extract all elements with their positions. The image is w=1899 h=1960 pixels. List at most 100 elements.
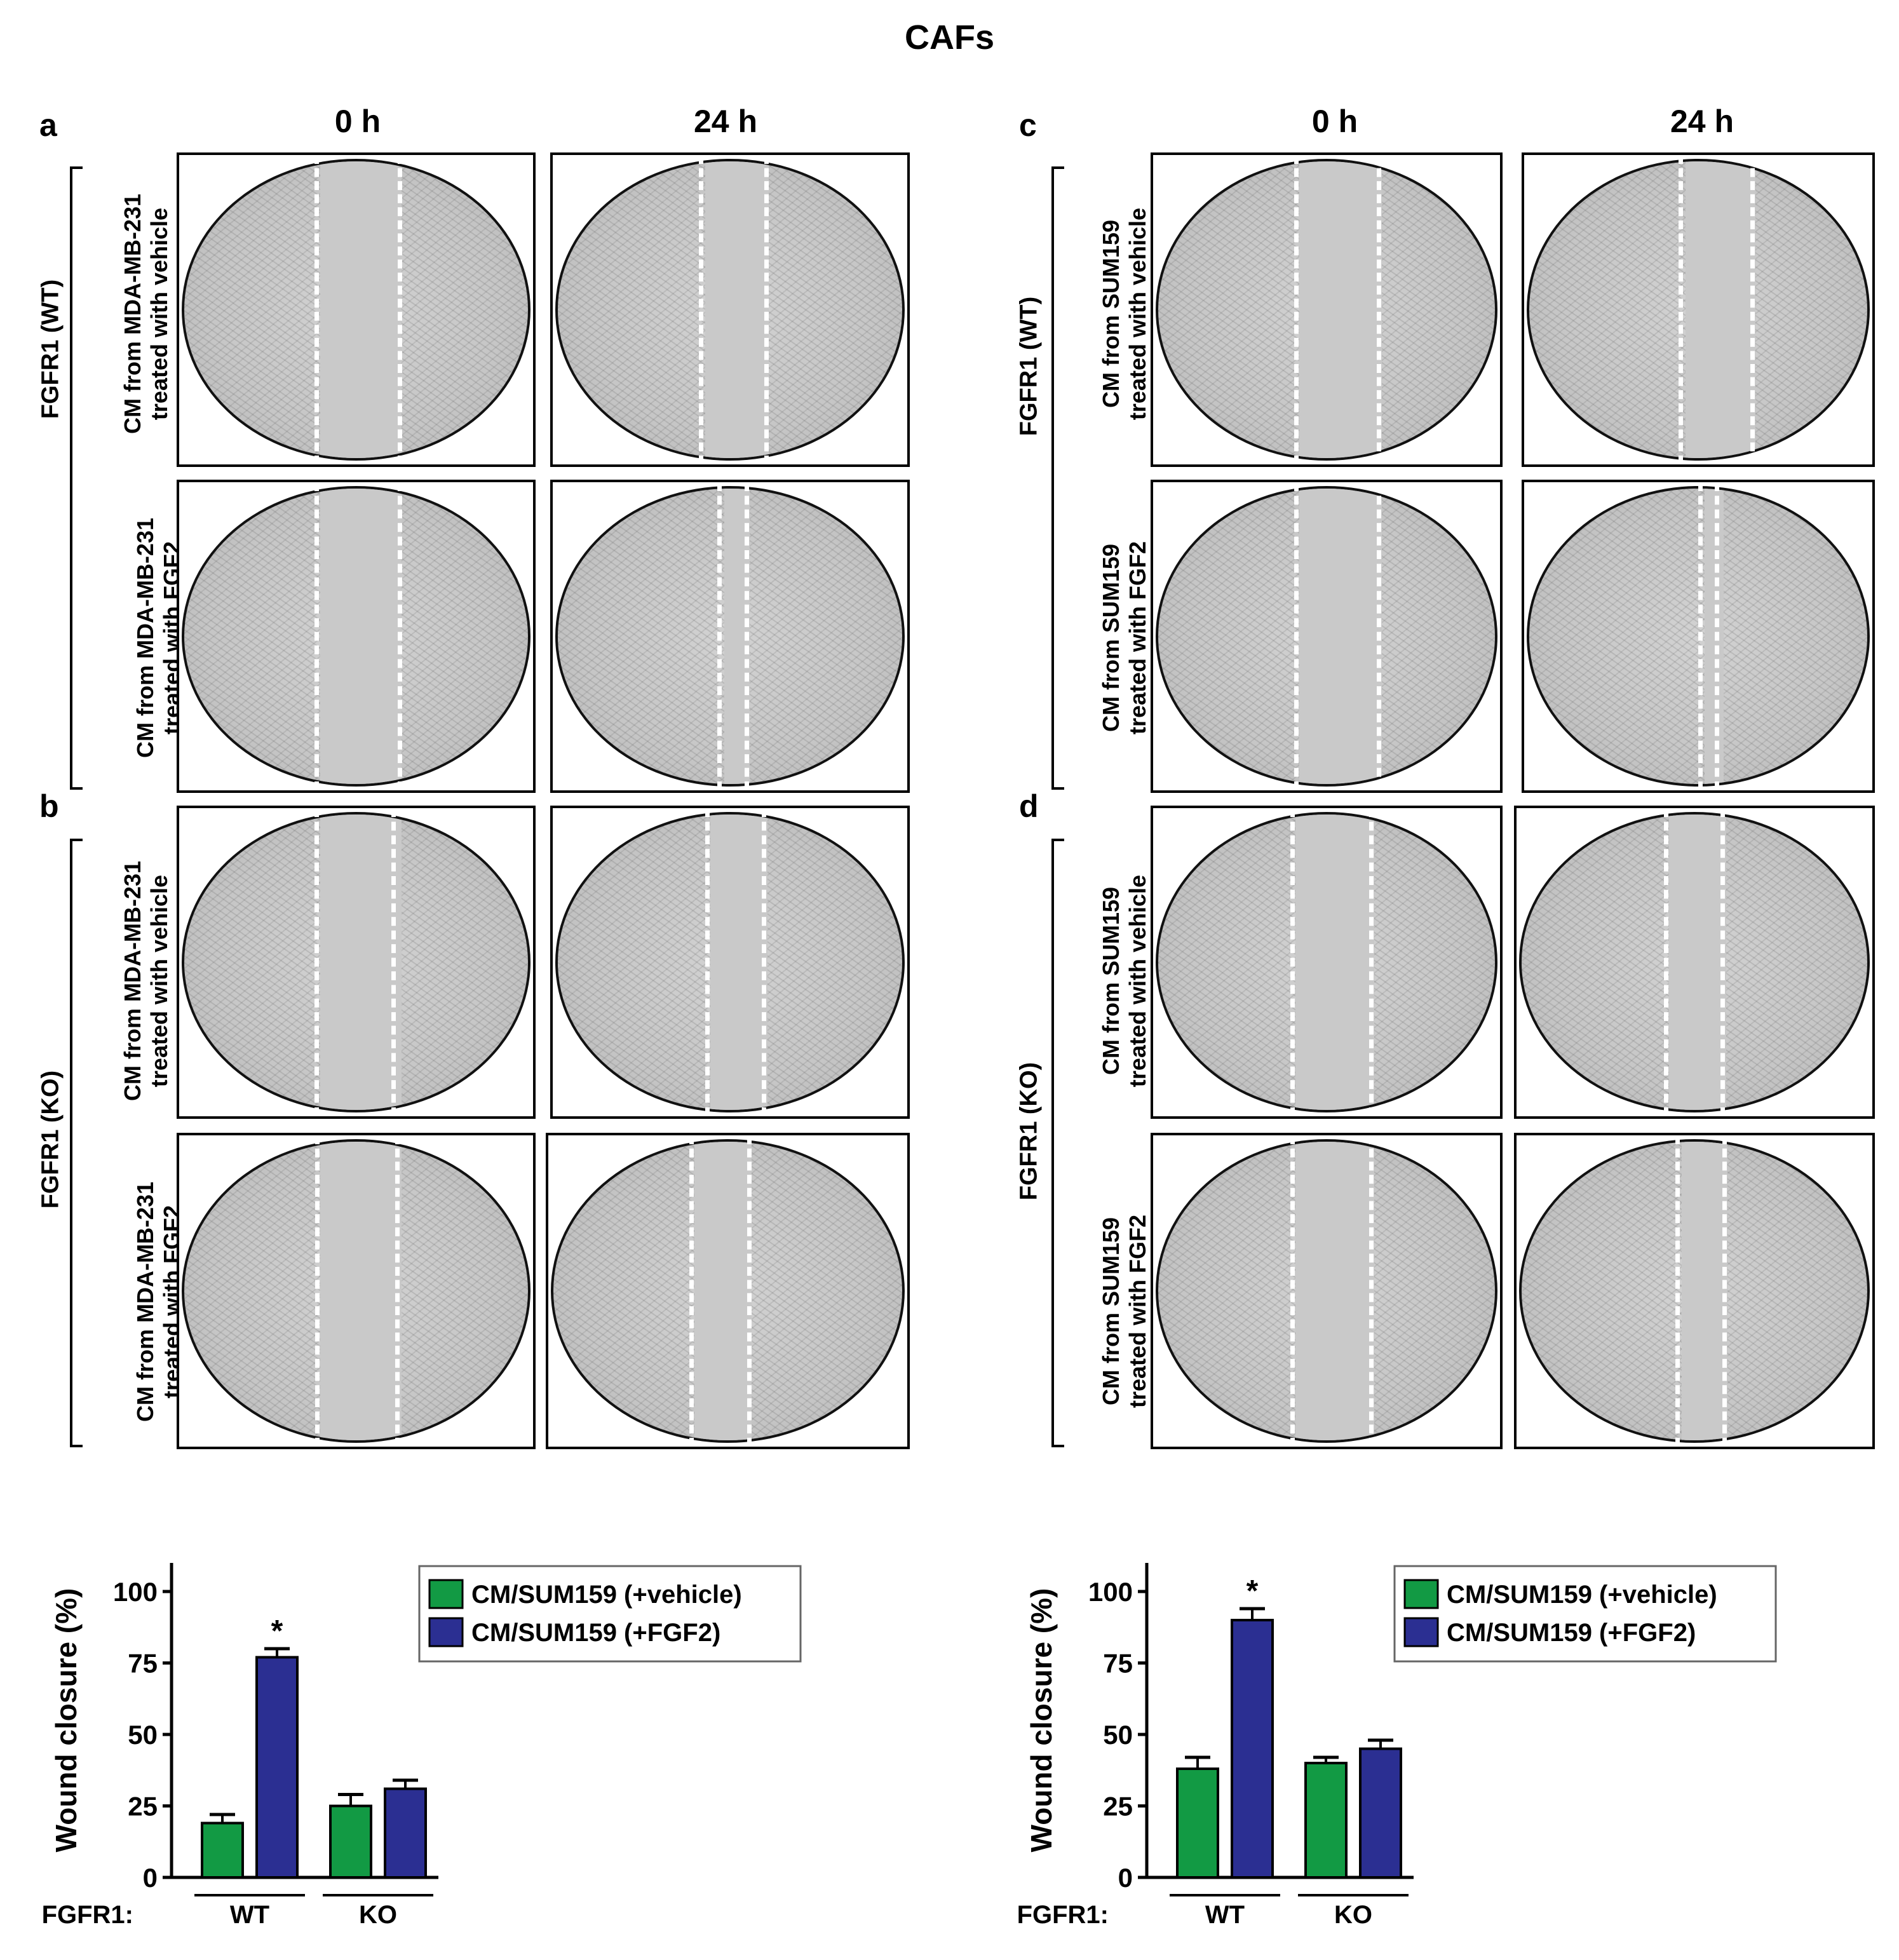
bar-CM/SUM159 (+FGF2)	[1359, 1747, 1402, 1879]
legend-swatch	[1403, 1617, 1439, 1647]
bar-CM/SUM159 (+FGF2)	[255, 1656, 299, 1879]
wound-edge-line	[398, 482, 402, 790]
y-tick-label: 25	[128, 1792, 158, 1821]
micrograph-d-fgf2-24h	[1514, 1133, 1875, 1449]
micrograph-a-fgf2-24h	[550, 480, 910, 793]
row-label-line-2: treated with FGF2	[1125, 541, 1151, 735]
wound-edge-line	[314, 808, 319, 1116]
bar-CM/SUM159 (+vehicle)	[329, 1804, 372, 1879]
panel-a-group-bracket	[70, 166, 83, 790]
significance-asterisk: *	[271, 1614, 283, 1648]
culture-dish	[1519, 812, 1870, 1112]
row-label-line-1: CM from MDA-MB-231	[132, 518, 158, 758]
wound-edge-line	[1290, 808, 1295, 1116]
row-label-line-1: CM from MDA-MB-231	[132, 1182, 158, 1422]
culture-dish	[182, 159, 531, 461]
wound-edge-line	[1675, 1135, 1680, 1447]
row-label-line-2: treated with FGF2	[1125, 1214, 1151, 1409]
wound-edge-line	[1750, 155, 1755, 464]
y-tick-label: 75	[128, 1649, 158, 1679]
panel-b-row-vehicle-label: CM from MDA-MB-231 treated with vehicle	[119, 848, 173, 1114]
panel-c-header-24h: 24 h	[1670, 104, 1734, 139]
panel-a-group-label: FGFR1 (WT)	[37, 279, 64, 419]
legend-label: CM/SUM159 (+vehicle)	[471, 1581, 742, 1609]
x-tick-label: WT	[1205, 1901, 1245, 1929]
micrograph-b-fgf2-0h	[177, 1133, 536, 1449]
y-tick-label: 50	[128, 1720, 158, 1750]
wound-edge-line	[764, 155, 769, 464]
culture-dish	[551, 1139, 905, 1443]
culture-dish	[555, 486, 905, 787]
micrograph-d-vehicle-0h	[1151, 806, 1503, 1119]
x-tick-label: KO	[1334, 1901, 1372, 1929]
micrograph-c-fgf2-0h	[1151, 480, 1503, 793]
micrograph-b-vehicle-0h	[177, 806, 536, 1119]
wound-edge-line	[745, 482, 749, 790]
panel-letter-b: b	[39, 788, 59, 824]
legend-box	[418, 1565, 802, 1663]
y-tick-label: 75	[1103, 1649, 1133, 1679]
legend-swatch	[428, 1579, 464, 1609]
micrograph-d-fgf2-0h	[1151, 1133, 1503, 1449]
culture-dish	[555, 159, 905, 461]
panel-letter-a: a	[39, 107, 57, 143]
wound-edge-line	[1369, 808, 1374, 1116]
micrograph-d-vehicle-24h	[1514, 806, 1875, 1119]
row-label-line-2: treated with vehicle	[1125, 874, 1151, 1088]
panel-a-header-0h: 0 h	[334, 104, 381, 139]
significance-asterisk: *	[1247, 1574, 1259, 1608]
culture-dish	[182, 1139, 531, 1443]
wound-edge-line	[1722, 1135, 1727, 1447]
y-tick-label: 100	[113, 1577, 158, 1607]
micrograph-b-fgf2-24h	[546, 1133, 910, 1449]
panel-d-group-bracket	[1051, 839, 1064, 1447]
legend-swatch	[1403, 1579, 1439, 1609]
x-tick-label: WT	[230, 1901, 269, 1929]
micrograph-c-fgf2-24h	[1522, 480, 1875, 793]
row-label-line-2: treated with vehicle	[146, 874, 172, 1088]
panel-a-header-24h: 24 h	[693, 104, 758, 139]
wound-edge-line	[1294, 155, 1299, 464]
wound-edge-line	[699, 155, 703, 464]
wound-edge-line	[1294, 482, 1299, 790]
culture-dish	[182, 812, 531, 1112]
row-label-line-1: CM from SUM159	[1098, 886, 1124, 1076]
x-prefix-label: FGFR1:	[1017, 1901, 1109, 1929]
row-label-line-1: CM from SUM159	[1098, 1217, 1124, 1406]
wound-edge-line	[395, 1135, 400, 1447]
y-tick-label: 0	[143, 1863, 158, 1893]
panel-letter-d: d	[1019, 788, 1039, 824]
micrograph-a-vehicle-0h	[177, 152, 536, 467]
bar-CM/SUM159 (+vehicle)	[1304, 1762, 1348, 1879]
panel-c-group-label: FGFR1 (WT)	[1015, 296, 1043, 436]
bar-CM/SUM159 (+vehicle)	[1176, 1767, 1219, 1879]
wound-edge-line	[1664, 808, 1668, 1116]
culture-dish	[1156, 159, 1497, 461]
micrograph-a-vehicle-24h	[550, 152, 910, 467]
micrograph-c-vehicle-0h	[1151, 152, 1503, 467]
panel-a-row-vehicle-label: CM from MDA-MB-231 treated with vehicle	[119, 180, 173, 447]
culture-dish	[182, 486, 531, 787]
wound-edge-line	[1715, 482, 1719, 790]
culture-dish	[1519, 1139, 1870, 1443]
row-label-line-1: CM from SUM159	[1098, 543, 1124, 733]
wound-edge-line	[391, 808, 396, 1116]
wound-edge-line	[689, 1135, 694, 1447]
y-tick-label: 50	[1103, 1720, 1133, 1750]
y-tick-label: 100	[1088, 1577, 1133, 1607]
wound-edge-line	[1698, 482, 1703, 790]
row-label-line-1: CM from SUM159	[1098, 219, 1124, 409]
y-axis-label: Wound closure (%)	[1025, 1588, 1058, 1853]
row-label-line-2: treated with vehicle	[1125, 207, 1151, 421]
panel-letter-c: c	[1019, 107, 1037, 143]
legend-swatch	[428, 1617, 464, 1647]
culture-dish	[1156, 1139, 1497, 1443]
panel-c-header-0h: 0 h	[1311, 104, 1358, 139]
wound-edge-line	[315, 1135, 320, 1447]
panel-d-row-fgf2-label: CM from SUM159 treated with FGF2	[1098, 1178, 1151, 1445]
row-label-line-1: CM from MDA-MB-231	[119, 861, 145, 1101]
micrograph-a-fgf2-0h	[177, 480, 536, 793]
wound-edge-line	[762, 808, 766, 1116]
y-axis-label: Wound closure (%)	[50, 1588, 83, 1853]
wound-edge-line	[1720, 808, 1725, 1116]
